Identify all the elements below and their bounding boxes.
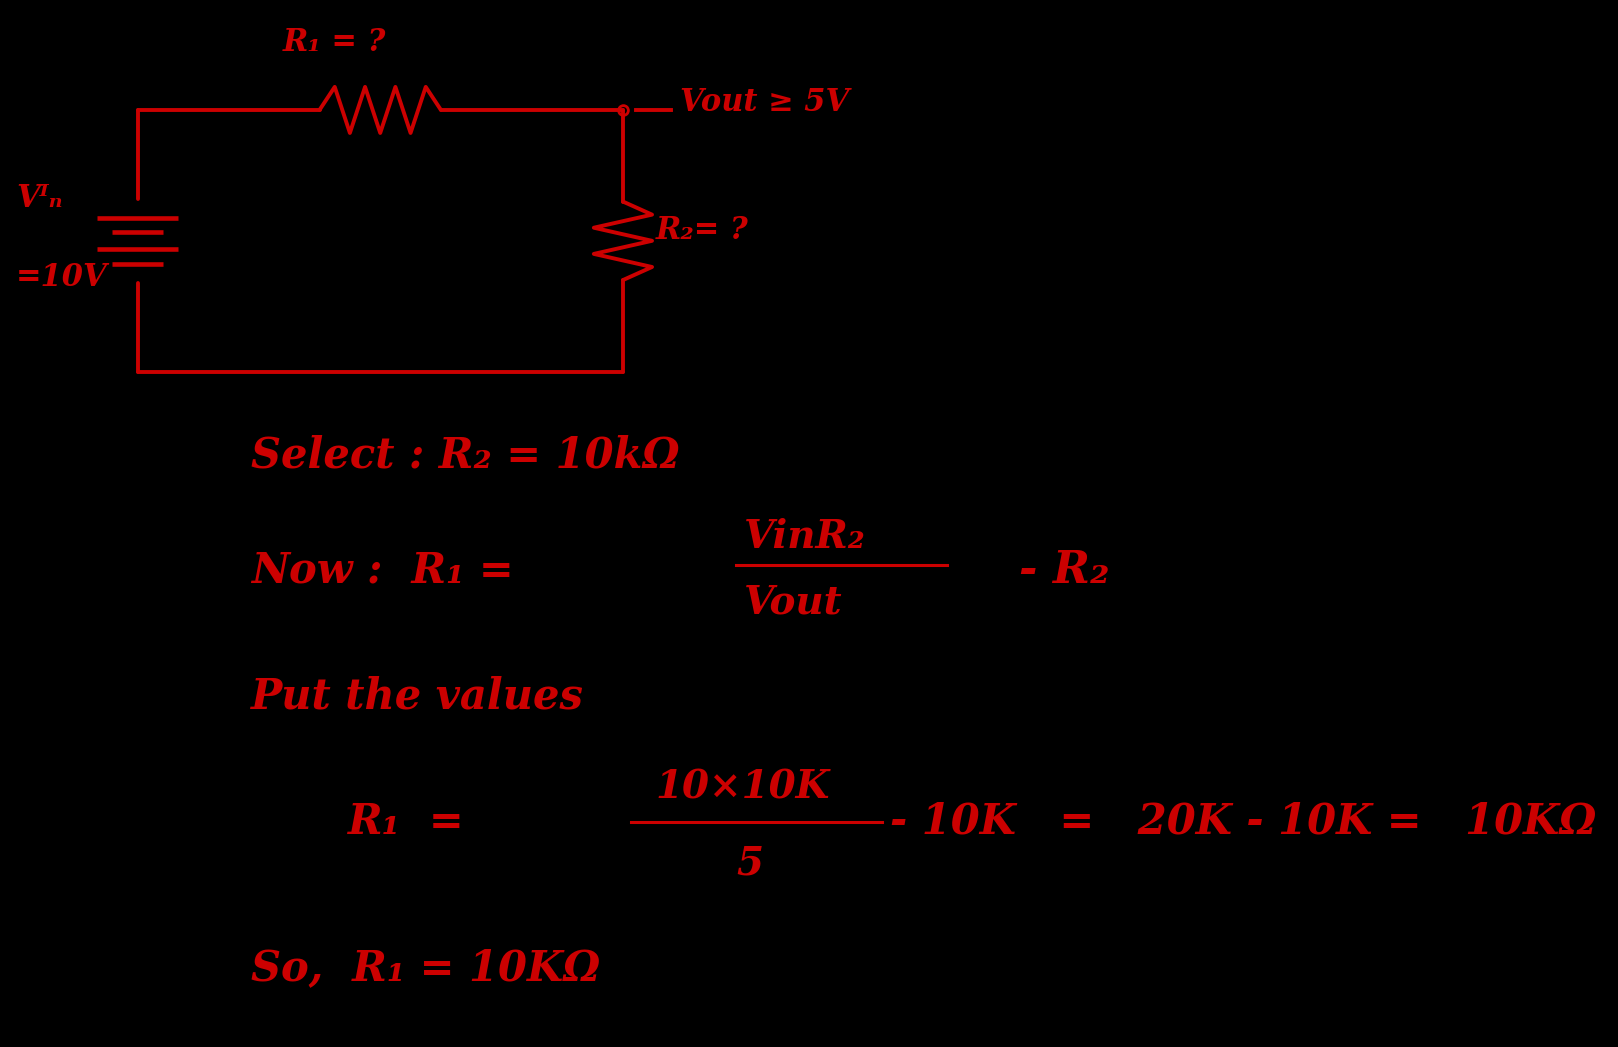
- Text: R₁ = ?: R₁ = ?: [283, 26, 387, 58]
- Text: So,  R₁ = 10KΩ: So, R₁ = 10KΩ: [251, 948, 600, 989]
- Text: =10V: =10V: [16, 262, 108, 293]
- Text: Vout: Vout: [744, 583, 843, 621]
- Text: Vᴵₙ: Vᴵₙ: [16, 183, 63, 215]
- Text: Put the values: Put the values: [251, 675, 584, 717]
- Text: R₁  =: R₁ =: [348, 801, 464, 843]
- Text: - R₂: - R₂: [1019, 549, 1110, 593]
- Text: Vout ≥ 5V: Vout ≥ 5V: [680, 87, 849, 118]
- Text: - 10K   =   20K - 10K =   10KΩ: - 10K = 20K - 10K = 10KΩ: [890, 801, 1595, 843]
- Text: Now :  R₁ =: Now : R₁ =: [251, 550, 513, 592]
- Text: R₂= ?: R₂= ?: [655, 215, 748, 246]
- Text: 5: 5: [736, 845, 764, 883]
- Text: VinR₂: VinR₂: [744, 518, 866, 556]
- Text: 10×10K: 10×10K: [655, 768, 830, 806]
- Text: Select : R₂ = 10kΩ: Select : R₂ = 10kΩ: [251, 435, 680, 476]
